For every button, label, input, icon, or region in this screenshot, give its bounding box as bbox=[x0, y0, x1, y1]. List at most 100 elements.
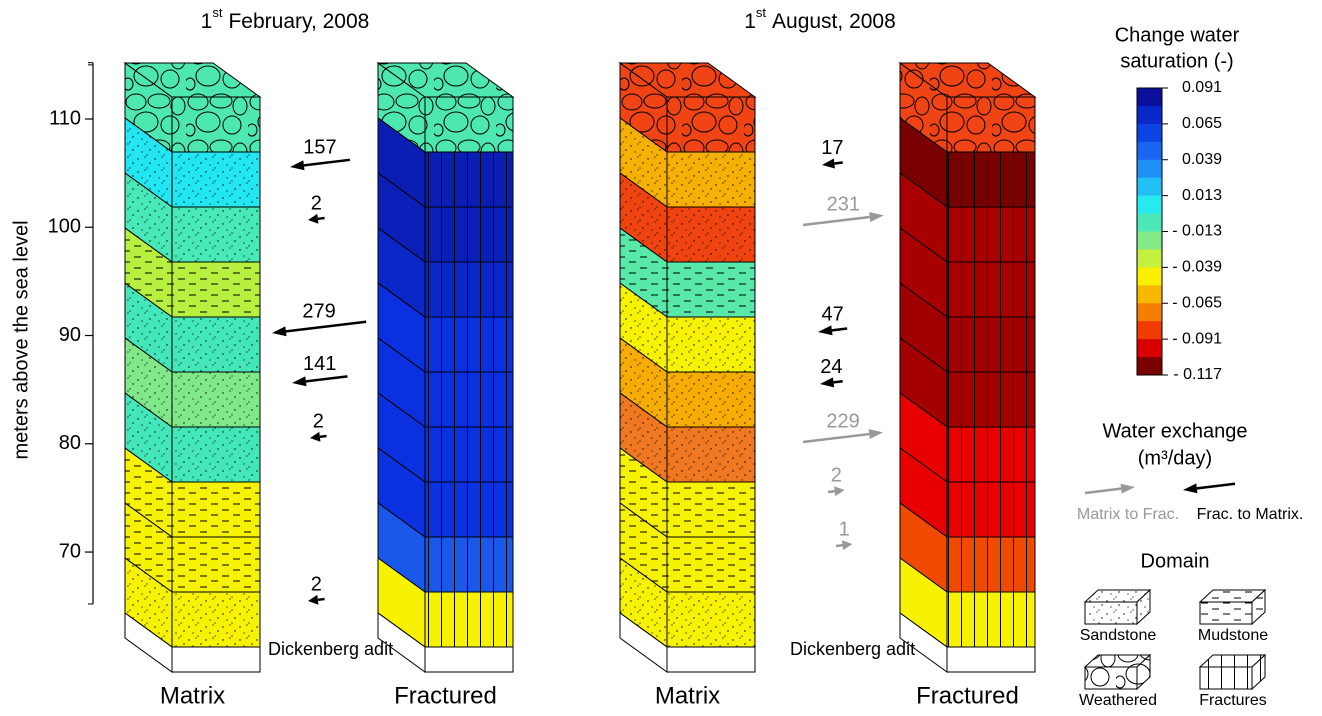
saturation-legend-title: saturation (-) bbox=[1120, 50, 1233, 72]
arrow-head bbox=[310, 432, 320, 442]
arrow-shaft bbox=[834, 381, 843, 382]
colorbar-band bbox=[1137, 303, 1162, 321]
arrow-label: 17 bbox=[821, 137, 843, 159]
adit-label: Dickenberg adit bbox=[268, 639, 393, 659]
arrow-head bbox=[842, 540, 852, 550]
figure: meters above the sea level Domain Water … bbox=[0, 0, 1322, 716]
column-label: Matrix bbox=[655, 682, 720, 709]
layer-texture bbox=[172, 537, 260, 592]
column-label: Fractured bbox=[916, 682, 1019, 709]
arrow-label: 1 bbox=[839, 518, 850, 540]
layer-texture bbox=[667, 152, 755, 207]
y-axis-label: meters above the sea level bbox=[10, 220, 32, 459]
fracture-lines bbox=[947, 592, 1035, 647]
arrow-shaft bbox=[832, 329, 847, 331]
colorbar-tick-label: - 0.039 bbox=[1172, 259, 1222, 276]
column bbox=[125, 63, 260, 672]
layer-texture bbox=[667, 317, 755, 372]
arrow-head bbox=[1121, 484, 1135, 494]
arrow-label: 2 bbox=[311, 192, 322, 214]
page: body { margin: 0; background: #fff; font… bbox=[0, 0, 1322, 716]
arrow-head bbox=[308, 214, 318, 224]
layer-texture bbox=[172, 592, 260, 647]
domain-legend-title: Domain bbox=[1141, 550, 1210, 572]
layer-texture bbox=[667, 592, 755, 647]
colorbar-band bbox=[1137, 321, 1162, 339]
layer-front bbox=[667, 647, 755, 672]
arrow-shaft bbox=[304, 160, 350, 166]
colorbar-tick-label: 0.039 bbox=[1182, 151, 1222, 168]
fracture-lines bbox=[425, 372, 513, 427]
arrow-label: 24 bbox=[820, 356, 842, 378]
y-tick-label: 110 bbox=[49, 107, 81, 129]
arrow-head bbox=[1183, 483, 1197, 493]
arrow-label: 231 bbox=[827, 193, 860, 215]
layer-front bbox=[425, 647, 513, 672]
colorbar-band bbox=[1137, 178, 1162, 196]
colorbar-band bbox=[1137, 160, 1162, 178]
domain-icon-face bbox=[1085, 602, 1137, 624]
layer-texture bbox=[172, 482, 260, 537]
arrow-shaft bbox=[803, 217, 870, 225]
arrow-shaft bbox=[836, 545, 843, 546]
arrow-label: 229 bbox=[826, 410, 859, 432]
layer-texture bbox=[172, 97, 260, 152]
layer-texture bbox=[947, 97, 1035, 152]
fracture-lines bbox=[947, 207, 1035, 262]
arrow-head bbox=[272, 326, 286, 336]
column-label: Fractured bbox=[394, 682, 497, 709]
fracture-lines bbox=[947, 317, 1035, 372]
arrow-label: 279 bbox=[302, 301, 335, 323]
fracture-lines bbox=[425, 537, 513, 592]
fracture-lines bbox=[425, 152, 513, 207]
arrow-label: 157 bbox=[303, 137, 336, 159]
body: { "y_axis": {"label": "meters above the … bbox=[0, 0, 1322, 716]
domain-icon-face bbox=[1200, 602, 1252, 624]
fracture-lines bbox=[947, 427, 1035, 482]
domain-icon-face bbox=[1200, 667, 1252, 689]
arrow-shaft bbox=[306, 376, 348, 381]
fracture-lines bbox=[947, 152, 1035, 207]
fracture-lines bbox=[425, 427, 513, 482]
layer-texture bbox=[172, 152, 260, 207]
exchange-legend-unit: (m³/day) bbox=[1138, 447, 1212, 469]
colorbar-band bbox=[1137, 142, 1162, 160]
arrow-label: 2 bbox=[831, 464, 842, 486]
domain-legend-label: Fractures bbox=[1199, 692, 1267, 709]
colorbar-band bbox=[1137, 196, 1162, 214]
title-rest: February, 2008 bbox=[228, 10, 369, 33]
layer-texture bbox=[172, 372, 260, 427]
fracture-lines bbox=[425, 317, 513, 372]
layer-texture bbox=[667, 537, 755, 592]
domain-icon-face bbox=[1085, 667, 1137, 689]
arrow-shaft bbox=[803, 434, 869, 442]
domain-legend-label: Weathered bbox=[1079, 692, 1157, 709]
column bbox=[900, 63, 1035, 672]
title-day: 1 bbox=[201, 10, 213, 33]
arrow-shaft bbox=[834, 163, 842, 164]
domain-legend-label: Sandstone bbox=[1080, 627, 1157, 644]
panel-title: 1stAugust, 2008 bbox=[744, 5, 896, 32]
fracture-lines bbox=[425, 262, 513, 317]
arrow-head bbox=[822, 159, 835, 169]
arrow-head bbox=[292, 376, 306, 386]
colorbar-tick-label: 0.091 bbox=[1182, 79, 1222, 96]
colorbar-band bbox=[1137, 267, 1162, 285]
colorbar-tick-label: - 0.013 bbox=[1172, 223, 1222, 240]
column bbox=[378, 63, 513, 672]
fracture-lines bbox=[425, 592, 513, 647]
colorbar-band bbox=[1137, 124, 1162, 142]
panel-title: 1stFebruary, 2008 bbox=[201, 5, 370, 32]
layer-texture bbox=[667, 262, 755, 317]
arrow-shaft bbox=[1197, 484, 1235, 489]
y-tick-label: 70 bbox=[59, 540, 81, 562]
colorbar-tick-label: - 0.091 bbox=[1172, 330, 1222, 347]
layer-texture bbox=[172, 207, 260, 262]
colorbar-band bbox=[1137, 214, 1162, 232]
colorbar-tick-label: - 0.065 bbox=[1172, 294, 1222, 311]
y-tick-label: 90 bbox=[59, 324, 81, 346]
colorbar-band bbox=[1137, 357, 1162, 375]
title-rest: August, 2008 bbox=[772, 10, 896, 33]
column-label: Matrix bbox=[160, 682, 225, 709]
title-day: 1 bbox=[744, 10, 756, 33]
